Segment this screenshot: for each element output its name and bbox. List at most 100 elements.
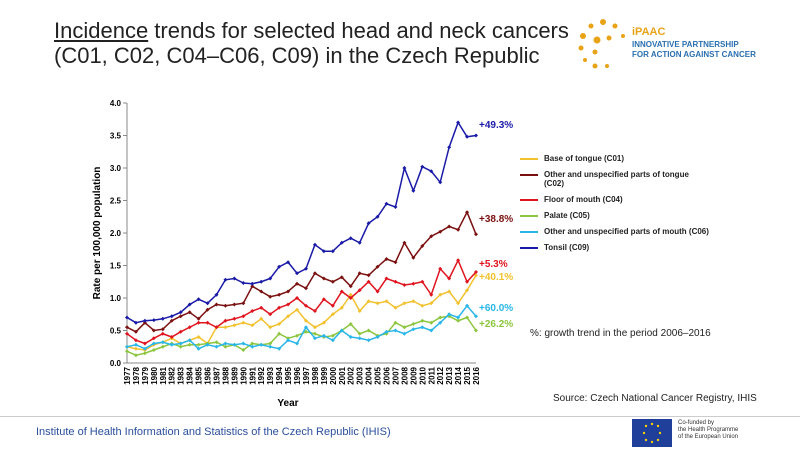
- data-point: [268, 294, 273, 299]
- data-point: [151, 341, 156, 346]
- data-point: [277, 292, 282, 297]
- logo-icon: [578, 19, 625, 69]
- x-tick-label: 2001: [338, 366, 347, 384]
- data-point: [277, 331, 282, 336]
- data-point: [366, 338, 371, 343]
- legend-label: Base of tongue (C01): [544, 154, 625, 163]
- data-point: [330, 303, 335, 308]
- data-point: [411, 188, 416, 193]
- data-point: [160, 340, 165, 345]
- data-point: [295, 281, 300, 286]
- data-point: [125, 325, 129, 330]
- data-point: [357, 331, 362, 336]
- data-point: [196, 335, 201, 339]
- data-point: [348, 292, 353, 297]
- data-point: [142, 346, 147, 351]
- eu-text: Co-funded by the Health Programme of the E…: [678, 420, 738, 441]
- data-point: [196, 297, 201, 302]
- eu-line: of the European Union: [678, 434, 739, 440]
- data-point: [402, 325, 407, 330]
- data-point: [402, 166, 407, 170]
- logo-name: iPAAC: [632, 26, 666, 38]
- x-tick-label: 1984: [186, 366, 195, 384]
- legend-label: Palate (C05): [544, 211, 590, 220]
- data-point: [375, 289, 380, 294]
- data-point: [429, 328, 434, 333]
- footer: Institute of Health Information and Stat…: [36, 426, 391, 438]
- data-point: [160, 331, 165, 336]
- data-point: [393, 320, 398, 325]
- data-point: [133, 342, 138, 347]
- data-point: [295, 333, 300, 338]
- data-point: [447, 145, 452, 150]
- y-axis-title: Rate per 100,000 population: [92, 167, 103, 300]
- data-point: [330, 333, 335, 338]
- x-tick-label: 1988: [221, 366, 230, 384]
- x-tick-label: 1981: [159, 366, 168, 384]
- data-point: [393, 260, 398, 265]
- data-point: [348, 322, 353, 326]
- data-point: [321, 276, 326, 281]
- data-point: [196, 316, 201, 321]
- data-point: [277, 264, 282, 269]
- data-point: [429, 292, 434, 297]
- data-point: [259, 289, 264, 294]
- data-point: [447, 312, 452, 317]
- data-point: [429, 169, 434, 174]
- data-point: [232, 342, 237, 347]
- footer-rule: [0, 416, 800, 417]
- data-point: [339, 305, 344, 310]
- data-point: [429, 320, 434, 325]
- legend-item: Palate (C05): [520, 211, 710, 220]
- data-point: [348, 284, 353, 289]
- data-point: [321, 249, 326, 254]
- x-tick-label: 2000: [329, 366, 338, 384]
- data-point: [133, 346, 138, 351]
- data-point: [196, 346, 201, 351]
- x-tick-label: 1980: [150, 366, 159, 384]
- x-tick-label: 2012: [436, 366, 445, 384]
- data-point: [474, 314, 478, 319]
- data-point: [125, 315, 129, 320]
- data-point: [196, 342, 201, 347]
- data-point: [384, 299, 389, 304]
- data-point: [366, 273, 371, 278]
- y-tick-label: 1.0: [110, 294, 122, 303]
- data-point: [348, 296, 353, 300]
- data-point: [312, 325, 317, 330]
- data-point: [259, 316, 264, 321]
- data-point: [187, 338, 192, 343]
- data-point: [456, 315, 461, 320]
- x-tick-label: 1982: [168, 366, 177, 384]
- data-point: [339, 275, 344, 280]
- data-point: [151, 318, 156, 323]
- series-line: [126, 120, 477, 324]
- x-tick-label: 2016: [472, 366, 481, 384]
- data-point: [303, 325, 308, 330]
- legend-label: Other and unspecified parts of mouth (C0…: [544, 227, 709, 236]
- title: Incidence trends for selected head and n…: [54, 18, 574, 68]
- data-point: [438, 180, 443, 185]
- data-point: [330, 279, 335, 284]
- data-point: [465, 279, 470, 284]
- series-line: [126, 258, 477, 345]
- legend-swatch: [520, 247, 538, 249]
- x-tick-label: 1995: [284, 366, 293, 384]
- data-point: [259, 279, 264, 284]
- data-point: [250, 323, 255, 328]
- data-point: [178, 344, 183, 349]
- data-point: [241, 348, 246, 352]
- x-tick-label: 1977: [123, 366, 132, 384]
- data-point: [366, 299, 371, 304]
- data-point: [241, 301, 246, 306]
- x-tick-label: 2015: [463, 366, 472, 384]
- x-tick-label: 1999: [320, 366, 329, 384]
- data-point: [357, 240, 362, 245]
- data-point: [438, 292, 443, 297]
- data-point: [223, 277, 228, 282]
- data-point: [250, 341, 255, 346]
- data-point: [232, 323, 237, 328]
- data-point: [205, 307, 210, 312]
- data-point: [312, 242, 317, 247]
- x-tick-label: 1997: [302, 366, 311, 384]
